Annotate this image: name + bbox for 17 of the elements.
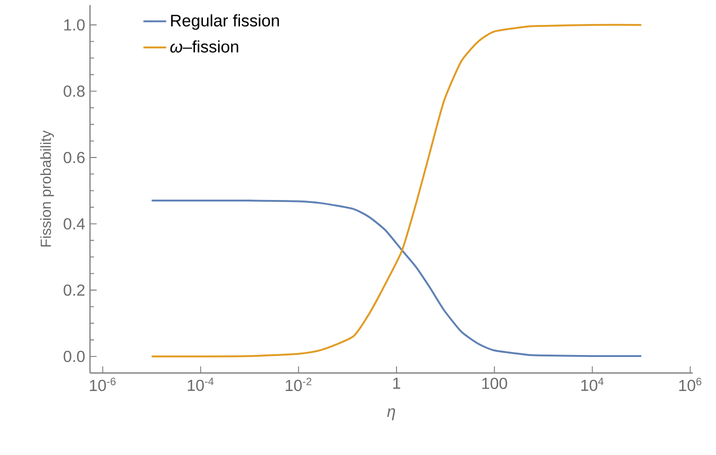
x-tick-label: 100 xyxy=(482,378,508,390)
x-tick-label: 10$^{6}$ xyxy=(679,378,702,392)
y-tick-label: 0.8 xyxy=(64,86,85,97)
y-tick-label: 0.4 xyxy=(64,218,85,230)
y-axis-title: Fission probability xyxy=(40,130,54,246)
y-tick-label: 0.6 xyxy=(64,152,85,164)
legend-label: ω–fission xyxy=(170,40,238,53)
x-tick-label: 10$^{-2}$ xyxy=(286,378,312,392)
legend-label: Regular fission xyxy=(171,14,279,30)
x-axis-title: η xyxy=(387,408,396,420)
x-tick-label: 10$^{4}$ xyxy=(581,378,604,392)
x-tick-label: 10$^{-6}$ xyxy=(90,378,116,392)
y-tick-label: 0.2 xyxy=(64,284,84,296)
y-tick-label: 0.0 xyxy=(64,350,85,362)
y-tick-label: 1.0 xyxy=(64,19,85,31)
x-tick-label: 1 xyxy=(393,378,400,389)
x-tick-label: 10$^{-4}$ xyxy=(188,378,214,392)
